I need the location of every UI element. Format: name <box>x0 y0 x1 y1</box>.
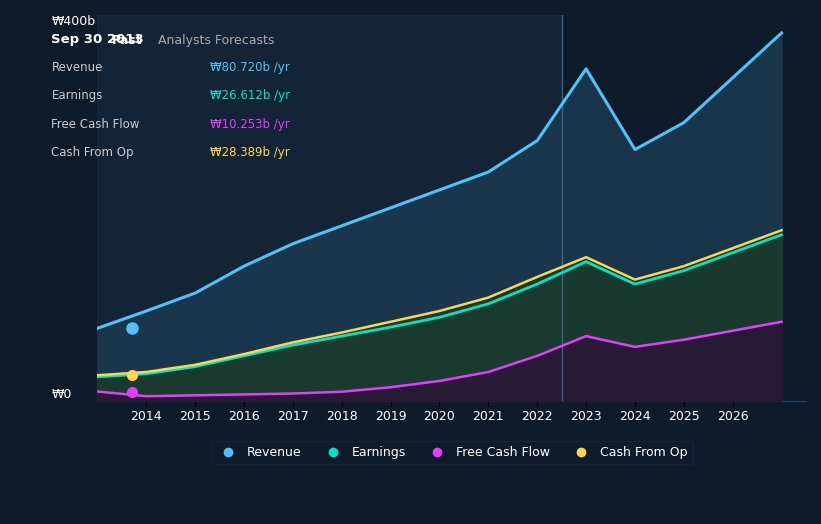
Text: Analysts Forecasts: Analysts Forecasts <box>158 34 274 47</box>
Text: Earnings: Earnings <box>52 89 103 102</box>
Text: ₩28.389b /yr: ₩28.389b /yr <box>210 146 290 159</box>
Text: Cash From Op: Cash From Op <box>52 146 134 159</box>
Text: Revenue: Revenue <box>52 61 103 74</box>
Bar <box>98 15 562 401</box>
Text: Free Cash Flow: Free Cash Flow <box>52 117 140 130</box>
Text: ₩0: ₩0 <box>52 388 71 401</box>
Text: ₩10.253b /yr: ₩10.253b /yr <box>210 117 290 130</box>
Text: Past: Past <box>112 34 142 47</box>
Legend: Revenue, Earnings, Free Cash Flow, Cash From Op: Revenue, Earnings, Free Cash Flow, Cash … <box>211 441 693 464</box>
Text: ₩400b: ₩400b <box>52 15 95 28</box>
Text: Sep 30 2013: Sep 30 2013 <box>52 32 144 46</box>
Text: ₩80.720b /yr: ₩80.720b /yr <box>210 61 290 74</box>
Text: ₩26.612b /yr: ₩26.612b /yr <box>210 89 291 102</box>
